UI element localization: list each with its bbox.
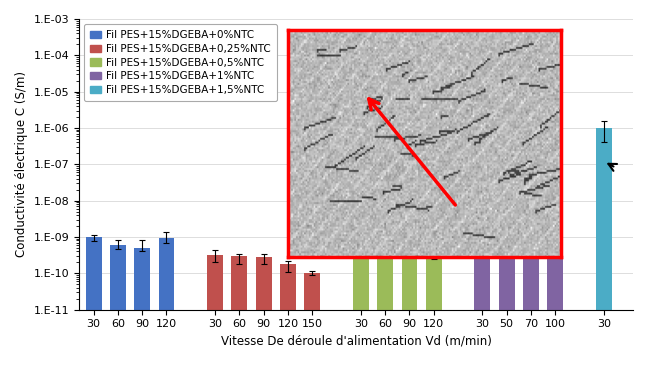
Bar <box>159 238 174 378</box>
Bar <box>256 257 272 378</box>
Bar <box>207 255 223 378</box>
Bar <box>231 256 248 378</box>
Legend: Fil PES+15%DGEBA+0%NTC, Fil PES+15%DGEBA+0,25%NTC, Fil PES+15%DGEBA+0,5%NTC, Fil: Fil PES+15%DGEBA+0%NTC, Fil PES+15%DGEBA… <box>84 24 277 101</box>
Bar <box>377 234 393 378</box>
Bar <box>402 237 417 378</box>
Bar <box>110 245 126 378</box>
Bar <box>474 213 491 378</box>
Bar <box>499 217 515 378</box>
Bar <box>305 273 320 378</box>
Bar <box>353 229 369 378</box>
Bar <box>523 237 539 378</box>
Bar <box>548 237 563 378</box>
Bar <box>86 237 102 378</box>
Bar <box>426 254 442 378</box>
Bar <box>280 264 296 378</box>
Y-axis label: Conductivité électrique C (S/m): Conductivité électrique C (S/m) <box>15 71 28 257</box>
Bar <box>596 128 612 378</box>
X-axis label: Vitesse De déroule d'alimentation Vd (m/min): Vitesse De déroule d'alimentation Vd (m/… <box>220 335 491 348</box>
Bar <box>134 248 150 378</box>
